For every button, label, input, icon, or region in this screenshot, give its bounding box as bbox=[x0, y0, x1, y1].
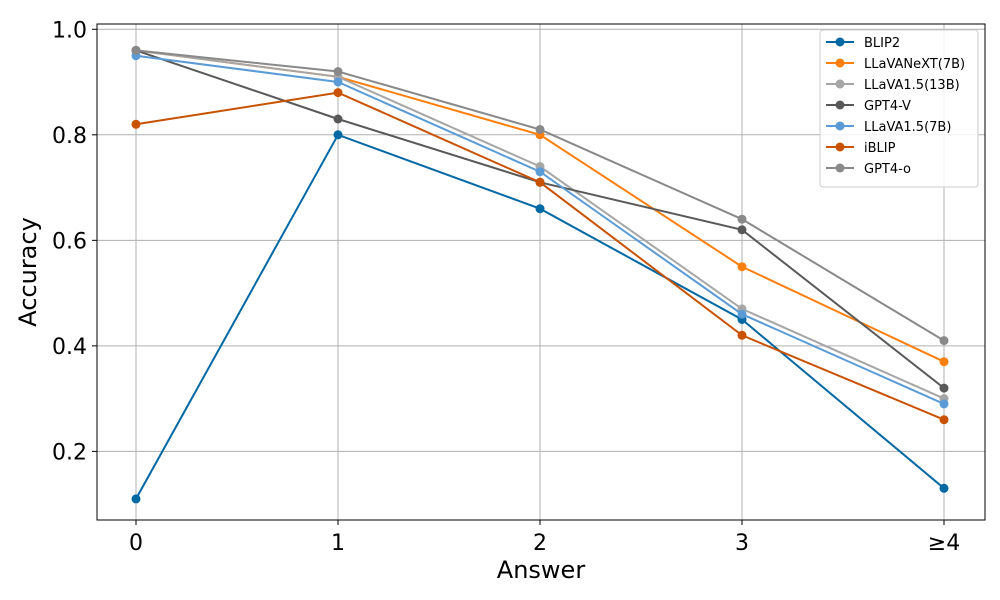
data-point bbox=[131, 45, 141, 55]
series-BLIP2 bbox=[131, 130, 949, 504]
legend-item: BLIP2 bbox=[826, 36, 900, 51]
legend-marker bbox=[835, 100, 845, 110]
legend-item: iBLIP bbox=[826, 141, 896, 156]
legend-marker bbox=[835, 142, 845, 152]
legend-label: GPT4-o bbox=[864, 162, 911, 177]
legend-marker bbox=[835, 121, 845, 131]
y-tick-label: 0.4 bbox=[52, 335, 87, 360]
legend-marker bbox=[835, 163, 845, 173]
data-point bbox=[737, 214, 747, 224]
y-axis-ticks: 0.2 0.4 0.6 0.8 1.0 bbox=[52, 18, 97, 465]
legend-box bbox=[819, 29, 979, 188]
data-point bbox=[939, 336, 949, 346]
plot-frame bbox=[96, 23, 986, 521]
data-point bbox=[939, 357, 949, 367]
data-point bbox=[939, 383, 949, 393]
data-point bbox=[737, 262, 747, 272]
data-point bbox=[535, 204, 545, 214]
legend-label: LLaVA1.5(13B) bbox=[864, 78, 960, 93]
series-lines bbox=[131, 45, 949, 504]
legend-label: BLIP2 bbox=[864, 36, 900, 51]
legend-item: LLaVA1.5(13B) bbox=[826, 78, 960, 93]
legend-item: LLaVANeXT(7B) bbox=[826, 57, 965, 72]
legend-item: LLaVA1.5(7B) bbox=[826, 120, 951, 135]
y-tick-label: 0.8 bbox=[52, 124, 87, 149]
legend-label: LLaVA1.5(7B) bbox=[864, 120, 951, 135]
x-tick-label: 3 bbox=[735, 531, 749, 556]
y-tick-label: 1.0 bbox=[52, 18, 87, 43]
legend: BLIP2 LLaVANeXT(7B) LLaVA1.5(13B) GPT4-V LLa… bbox=[819, 29, 979, 188]
data-point bbox=[939, 399, 949, 409]
data-point bbox=[535, 125, 545, 134]
legend-marker bbox=[835, 79, 845, 89]
legend-marker bbox=[835, 37, 845, 47]
data-point bbox=[939, 483, 949, 493]
legend-marker bbox=[835, 58, 845, 68]
legend-label: GPT4-V bbox=[864, 99, 911, 114]
legend-item: GPT4-o bbox=[826, 162, 911, 177]
x-tick-label: 0 bbox=[129, 531, 143, 556]
y-tick-label: 0.6 bbox=[52, 229, 87, 254]
series-iBLIP bbox=[131, 88, 949, 425]
data-point bbox=[131, 119, 141, 129]
x-axis-ticks: 0 1 2 3 ≥4 bbox=[129, 520, 960, 556]
data-point bbox=[535, 167, 545, 177]
x-tick-label: ≥4 bbox=[928, 531, 960, 556]
data-point bbox=[939, 415, 949, 425]
data-point bbox=[333, 130, 343, 140]
data-point bbox=[333, 67, 343, 76]
data-point bbox=[333, 114, 343, 124]
x-tick-label: 2 bbox=[533, 531, 547, 556]
legend-label: LLaVANeXT(7B) bbox=[864, 57, 965, 72]
y-axis-title: Accuracy bbox=[14, 217, 42, 327]
series-LLaVA1.5(7B) bbox=[131, 51, 949, 409]
data-point bbox=[535, 177, 545, 187]
x-axis-title: Answer bbox=[497, 556, 586, 584]
data-point bbox=[737, 330, 747, 340]
data-point bbox=[131, 494, 141, 504]
data-point bbox=[737, 309, 747, 319]
legend-label: iBLIP bbox=[864, 141, 896, 156]
x-tick-label: 1 bbox=[331, 531, 345, 556]
series-GPT4-o bbox=[131, 45, 949, 346]
data-point bbox=[333, 88, 343, 98]
legend-item: GPT4-V bbox=[826, 99, 911, 114]
y-tick-label: 0.2 bbox=[52, 440, 87, 465]
data-point bbox=[333, 77, 343, 87]
data-point bbox=[737, 225, 747, 235]
